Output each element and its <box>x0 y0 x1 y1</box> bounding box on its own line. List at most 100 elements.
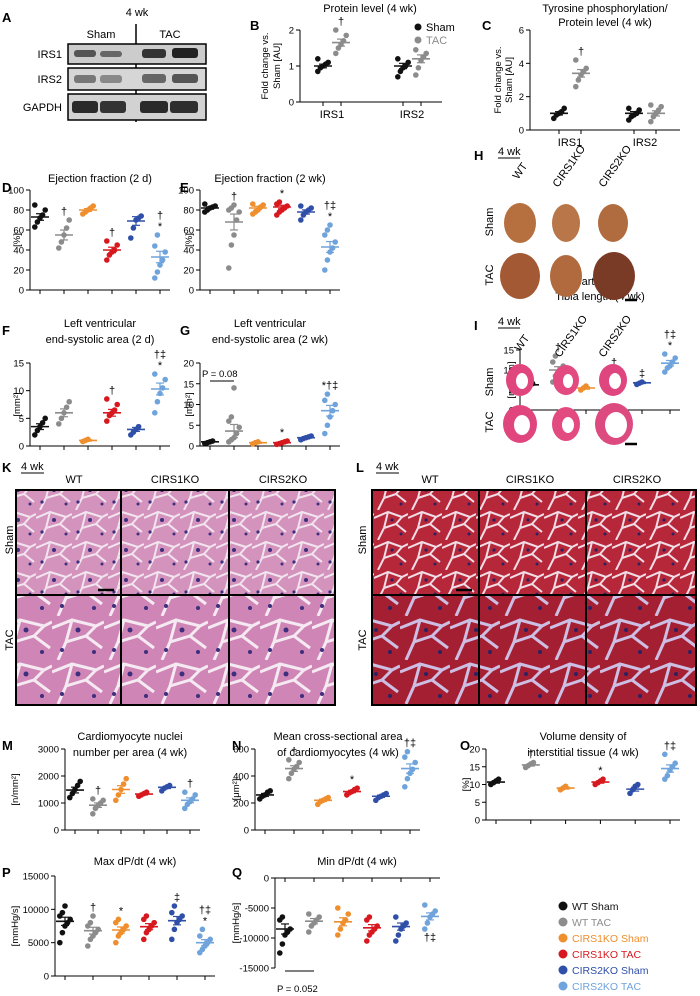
mt-label-cirs2ko: CIRS2KO <box>613 474 662 486</box>
y-tick-label-g: 20 <box>183 359 194 370</box>
panel-H: H 4 wk WT CIRS1KO CIRS2KO Sham TAC <box>474 143 637 302</box>
data-point-cirs2ko-sham <box>298 217 304 223</box>
data-point-cirs2ko-sham <box>403 920 410 926</box>
mt-row-tac: TAC <box>357 629 369 650</box>
data-point-wt-tac <box>56 245 62 251</box>
chart-panel-G: G Left ventricular end-systolic area (2 wk… <box>180 318 340 453</box>
hearts-row-tac: TAC <box>484 264 496 285</box>
data-point-cirs2ko-sham <box>179 913 185 919</box>
chart-panel-Q: Q Min dP/dt (4 wk) 0 -5000 -10000 -15000 [mmHg… <box>231 856 440 995</box>
data-point-cirs2ko-tac <box>159 385 166 391</box>
y-tick-label-g: 0 <box>189 442 194 453</box>
data-point-cirs1ko-tac <box>151 919 157 926</box>
chart-panel-P: P Max dP/dt (4 wk) 0 5000 10000 15000 [mmHg/s]… <box>2 856 215 983</box>
data-point-wt-sham <box>62 903 68 909</box>
chart-title-m-line2: number per area (4 wk) <box>73 747 187 759</box>
data-point-cirs2ko-sham <box>393 914 399 920</box>
data-point-cirs2ko-tac <box>324 422 331 429</box>
annotation-p-value-g: P = 0.08 <box>202 369 237 380</box>
data-point-cirs2ko-sham <box>171 926 178 933</box>
data-point-cirs2ko-tac <box>662 751 668 758</box>
data-point-cirs1ko-tac <box>141 936 147 943</box>
blot-label-gapdh: GAPDH <box>23 102 62 114</box>
data-point-tac <box>415 65 422 71</box>
sections-label-wt: WT <box>513 333 533 354</box>
heart-cirs1ko-sham <box>552 204 580 242</box>
data-point-cirs2ko-tac <box>182 805 188 812</box>
data-point-wt-tac <box>228 242 235 248</box>
data-point-tac <box>573 83 579 90</box>
y-tick-label-m: 2000 <box>38 772 59 783</box>
data-point-cirs1ko-tac <box>354 785 361 791</box>
data-point-cirs2ko-tac <box>162 249 168 255</box>
mt-image-cirs1ko-sham <box>479 490 586 595</box>
chart-title-m: Cardiomyocyte nuclei <box>77 731 182 743</box>
data-point-cirs2ko-tac <box>329 245 336 251</box>
chart-title-e: Ejection fraction (2 wk) <box>214 173 325 185</box>
significance-mark-p: † <box>90 902 96 914</box>
chart-title-n: Mean cross-sectional area <box>273 731 403 743</box>
y-axis-label-c-line2: Sham [AU] <box>504 57 515 103</box>
data-point-cirs1ko-tac <box>143 913 150 919</box>
blot-condition-tac: TAC <box>159 29 180 41</box>
panel-letter-q: Q <box>232 865 242 880</box>
sections-time-label: 4 wk <box>498 316 521 328</box>
data-point-wt-tac <box>226 265 232 271</box>
significance-mark-d: † <box>61 206 67 218</box>
mt-row-sham: Sham <box>357 526 369 555</box>
significance-mark-o: † <box>528 748 534 760</box>
y-tick-label-b: 1 <box>289 62 294 73</box>
significance-mark-n: †‡ <box>404 738 416 750</box>
significance-mark-q: †‡ <box>424 932 436 944</box>
heart-section-cirs2ko-tac <box>595 403 633 445</box>
data-point-wt-sham <box>42 415 48 422</box>
data-point-tac <box>648 102 654 108</box>
he-label-cirs2ko: CIRS2KO <box>259 474 308 486</box>
data-point-cirs2ko-tac <box>154 398 161 405</box>
y-tick-label-f: 0 <box>19 442 24 453</box>
data-point-wt-tac <box>58 239 65 245</box>
chart-title-g-line2: end-systolic area (2 wk) <box>212 334 328 346</box>
data-point-wt-tac <box>233 430 240 437</box>
data-point-cirs1ko-tac <box>111 407 118 413</box>
hearts-label-cirs1ko: CIRS1KO <box>551 143 589 190</box>
heart-section-cirs1ko-tac <box>552 407 580 441</box>
data-point-cirs1ko-tac <box>366 914 373 920</box>
data-point-wt-tac <box>236 424 242 431</box>
blot-label-irs1: IRS1 <box>38 49 62 61</box>
significance-mark-j: * <box>668 340 673 352</box>
data-point-wt-sham <box>77 778 83 785</box>
data-point-tac <box>583 65 589 72</box>
data-point-cirs1ko-tac <box>104 238 110 244</box>
legend-label-tac: TAC <box>426 35 447 47</box>
data-point-wt-sham <box>32 224 38 230</box>
data-point-wt-sham <box>32 202 38 208</box>
data-point-wt-tac <box>552 353 559 359</box>
he-row-tac: TAC <box>4 629 16 650</box>
significance-mark-e: * <box>328 211 333 223</box>
panel-letter-n: N <box>232 738 241 753</box>
data-point-cirs2ko-tac <box>324 391 331 397</box>
significance-mark-o: †‡ <box>664 740 676 752</box>
significance-mark-m: † <box>95 785 101 797</box>
data-point-tac <box>333 27 339 33</box>
data-point-cirs2ko-sham <box>171 903 178 909</box>
data-point-cirs2ko-sham <box>635 781 641 788</box>
data-point-cirs1ko-tac <box>104 257 110 263</box>
y-tick-label-d: 80 <box>13 206 24 217</box>
y-axis-label-b: Fold change vs. <box>260 32 271 99</box>
data-point-wt-tac <box>100 797 106 804</box>
data-point-cirs2ko-tac <box>322 267 328 273</box>
data-point-cirs1ko-sham <box>335 905 341 911</box>
data-point-cirs1ko-sham <box>337 926 344 932</box>
significance-mark-p: * <box>203 915 208 927</box>
y-tick-label-j: 15 <box>503 346 514 357</box>
panel-K: K 4 wk WT CIRS1KO CIRS2KO Sham TAC <box>2 460 336 706</box>
data-point-cirs1ko-sham <box>250 201 256 207</box>
y-tick-label-m: 1000 <box>38 799 59 810</box>
significance-mark-p: †‡ <box>199 904 211 916</box>
data-point-cirs2ko-sham <box>395 932 402 938</box>
y-axis-label-e: [%] <box>184 233 195 247</box>
y-tick-label-d: 0 <box>19 286 24 297</box>
